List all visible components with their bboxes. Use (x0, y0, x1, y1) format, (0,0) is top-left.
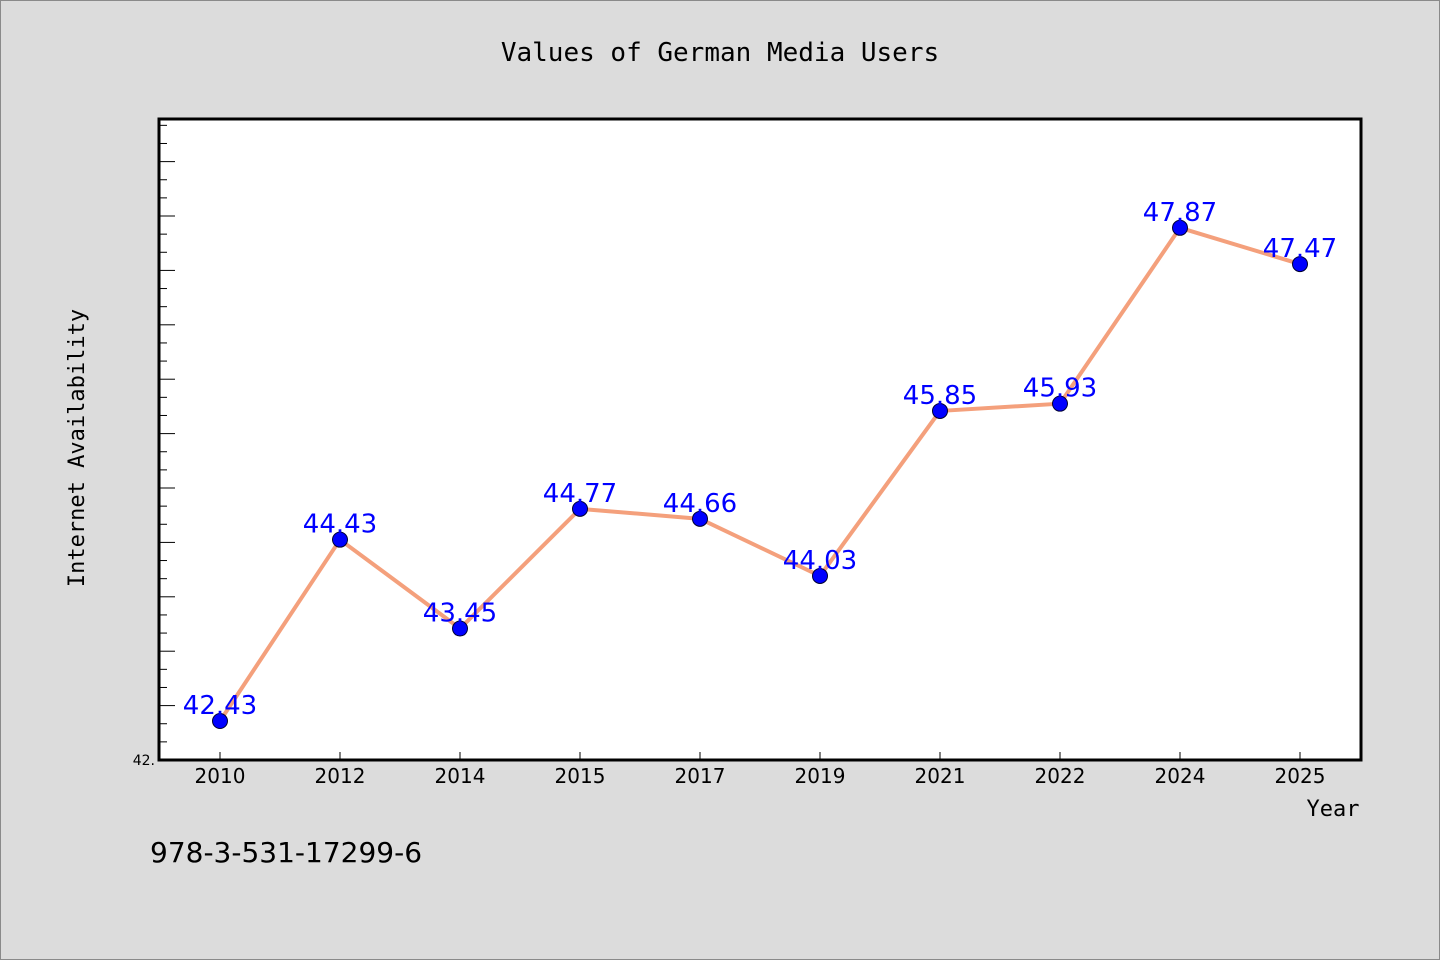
series-line-group (218, 225, 1302, 724)
data-point (1172, 219, 1188, 236)
x-tick-label: 2019 (795, 764, 846, 788)
data-label: 47.47 (1263, 234, 1337, 264)
data-point (812, 567, 828, 584)
data-point (212, 713, 228, 730)
plot-border (157, 117, 1363, 762)
y-tick-label: 42. (133, 753, 155, 769)
data-point (452, 620, 468, 637)
x-tick-label: 2014 (435, 764, 486, 788)
data-label: 44.66 (663, 489, 737, 519)
x-tick-label: 2022 (1035, 764, 1086, 788)
x-tick-label: 2021 (915, 764, 966, 788)
plot-area (159, 119, 1361, 760)
data-point (1292, 256, 1308, 273)
x-tick-label: 2017 (675, 764, 726, 788)
data-label: 47.87 (1143, 198, 1217, 228)
x-tick-label: 2012 (315, 764, 366, 788)
data-label: 45.85 (903, 381, 977, 411)
data-point (572, 500, 588, 517)
x-tick-label: 2024 (1155, 764, 1206, 788)
data-point (932, 402, 948, 419)
data-point (1052, 395, 1068, 412)
data-label: 44.77 (543, 479, 617, 509)
y-axis-label: Internet Availability (65, 309, 90, 587)
x-tick-label: 2015 (555, 764, 606, 788)
data-label: 45.93 (1023, 374, 1097, 404)
series-markers (212, 219, 1308, 730)
series-line (218, 225, 1302, 724)
chart-title: Values of German Media Users (501, 38, 939, 68)
x-tick-label: 2010 (195, 764, 246, 788)
data-label: 43.45 (423, 599, 497, 629)
data-label: 44.43 (303, 510, 377, 540)
x-axis-label: Year (1307, 797, 1360, 822)
data-labels: 42.43 44.43 43.45 44.77 44.66 44.03 45.85 45.93… (183, 198, 1337, 721)
x-axis-tick-labels: 2010 2012 2014 2015 2017 2019 2021 2022 2024 2025 (195, 764, 1326, 788)
data-point (332, 531, 348, 548)
x-tick-label: 2025 (1275, 764, 1326, 788)
data-label: 44.03 (783, 546, 857, 576)
data-label: 42.43 (183, 691, 257, 721)
data-point (692, 510, 708, 527)
